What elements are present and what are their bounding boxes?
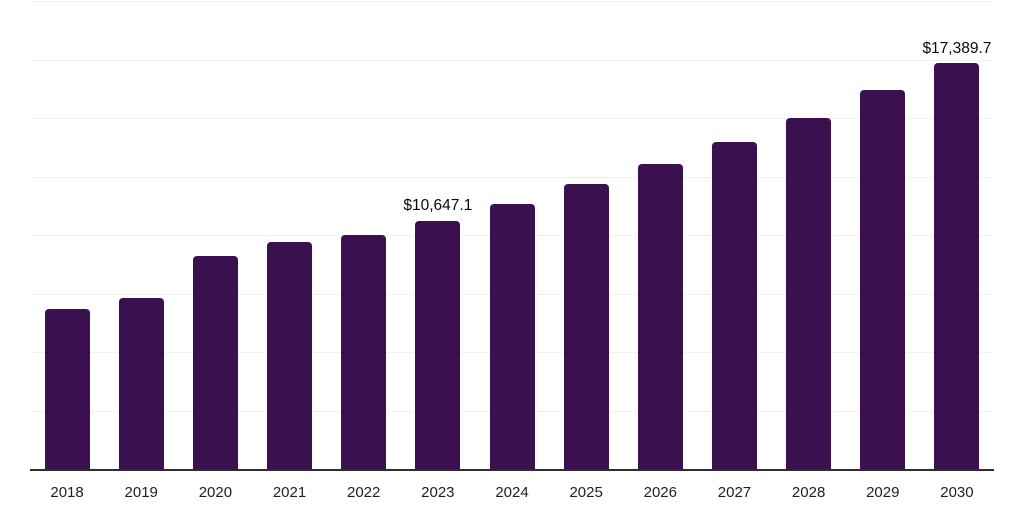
x-axis: 2018 2019 2020 2021 2022 2023 2024 2025 2026 2027… <box>30 472 994 512</box>
x-tick-label: 2023 <box>421 484 455 501</box>
x-tick-label: 2021 <box>272 484 307 501</box>
x-axis-line <box>30 469 994 471</box>
bar <box>118 297 164 470</box>
bar <box>934 63 980 470</box>
x-tick-label: 2020 <box>198 484 233 501</box>
bar <box>786 117 832 470</box>
bar-data-label: $17,389.7 <box>922 39 992 57</box>
bar <box>341 234 387 470</box>
gridline <box>30 1 994 2</box>
bar <box>711 141 757 470</box>
bar <box>637 163 683 470</box>
bar-data-label: $10,647.1 <box>403 197 473 215</box>
bar <box>267 241 313 470</box>
x-tick-label: 2018 <box>50 484 84 501</box>
x-tick-label: 2025 <box>569 484 603 501</box>
x-tick-label: 2022 <box>347 484 381 501</box>
gridline <box>30 59 994 61</box>
bar <box>860 89 906 470</box>
bar <box>192 255 238 470</box>
x-tick-label: 2024 <box>495 484 529 501</box>
x-tick-label: 2030 <box>940 484 974 501</box>
bar <box>415 220 461 470</box>
x-tick-label: 2028 <box>791 484 826 501</box>
x-tick-label: 2027 <box>717 484 752 501</box>
bar <box>489 203 535 470</box>
plot-area: $10,647.1 $17,389.7 <box>30 0 994 471</box>
gridline <box>30 118 994 119</box>
x-tick-label: 2029 <box>866 484 900 501</box>
gridline <box>30 176 994 178</box>
x-tick-label: 2019 <box>124 484 158 501</box>
bar <box>563 183 609 470</box>
bar <box>44 308 90 470</box>
x-tick-label: 2026 <box>643 484 677 501</box>
